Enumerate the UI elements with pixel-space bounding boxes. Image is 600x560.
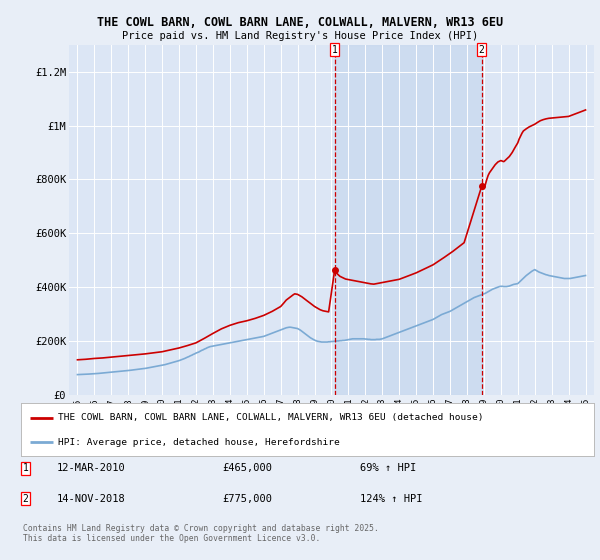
- Text: 124% ↑ HPI: 124% ↑ HPI: [360, 494, 422, 504]
- Text: 69% ↑ HPI: 69% ↑ HPI: [360, 463, 416, 473]
- Text: £775,000: £775,000: [222, 494, 272, 504]
- Text: 2: 2: [23, 494, 29, 504]
- Text: 1: 1: [23, 463, 29, 473]
- Text: £465,000: £465,000: [222, 463, 272, 473]
- Bar: [335, 45, 482, 395]
- Text: THE COWL BARN, COWL BARN LANE, COLWALL, MALVERN, WR13 6EU (detached house): THE COWL BARN, COWL BARN LANE, COLWALL, …: [58, 413, 484, 422]
- Text: Price paid vs. HM Land Registry's House Price Index (HPI): Price paid vs. HM Land Registry's House …: [122, 31, 478, 41]
- Text: 12-MAR-2010: 12-MAR-2010: [57, 463, 126, 473]
- Text: Contains HM Land Registry data © Crown copyright and database right 2025.
This d: Contains HM Land Registry data © Crown c…: [23, 524, 379, 543]
- Text: THE COWL BARN, COWL BARN LANE, COLWALL, MALVERN, WR13 6EU: THE COWL BARN, COWL BARN LANE, COLWALL, …: [97, 16, 503, 29]
- Text: 1: 1: [332, 45, 338, 55]
- Text: HPI: Average price, detached house, Herefordshire: HPI: Average price, detached house, Here…: [58, 437, 340, 446]
- Text: 14-NOV-2018: 14-NOV-2018: [57, 494, 126, 504]
- Text: 2: 2: [479, 45, 485, 55]
